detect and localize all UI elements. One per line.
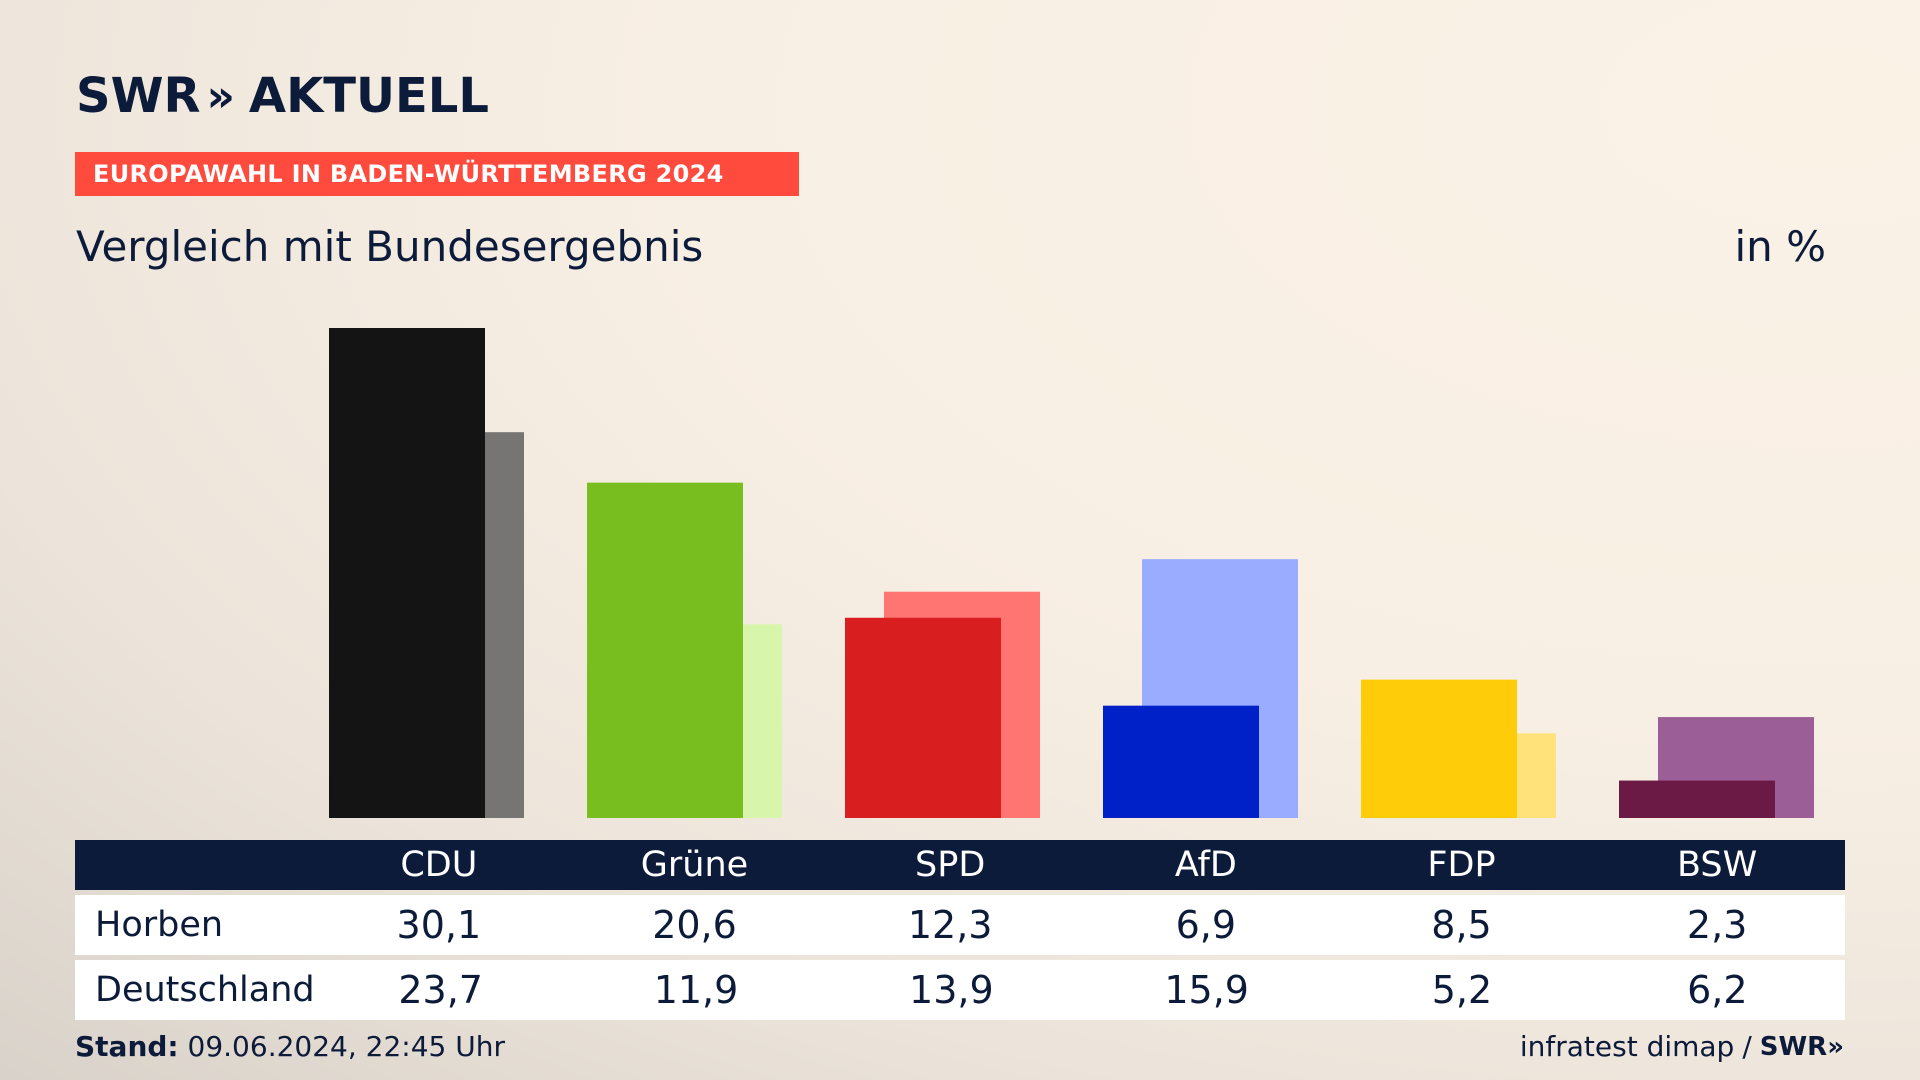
bar-horben-afd xyxy=(1103,705,1259,818)
table-cell: 6,9 xyxy=(1175,903,1237,947)
header-cdu: CDU xyxy=(400,845,478,885)
logo-aktuell: AKTUELL xyxy=(248,68,489,124)
table-cell: 15,9 xyxy=(1164,968,1249,1012)
table-cell: 5,2 xyxy=(1431,968,1493,1012)
table-cell: 11,9 xyxy=(653,968,739,1012)
table-header: CDU Grüne SPD AfD FDP BSW xyxy=(75,840,1845,890)
table-cell: 30,1 xyxy=(396,903,482,947)
table-cell: 20,6 xyxy=(652,903,737,947)
results-table: CDU Grüne SPD AfD FDP BSW Horben 30,1 20… xyxy=(75,840,1845,1020)
unit-label: in % xyxy=(1734,222,1826,271)
bar-horben-spd xyxy=(845,617,1001,818)
table-cell: 13,9 xyxy=(909,968,994,1012)
bar-horben-bsw xyxy=(1619,780,1775,818)
header-fdp: FDP xyxy=(1427,845,1496,885)
table-cell: 12,3 xyxy=(907,903,993,947)
source-brand-text: SWR xyxy=(1759,1031,1828,1062)
bar-chart xyxy=(329,328,1814,818)
stand-value: 09.06.2024, 22:45 Uhr xyxy=(187,1030,505,1063)
table-cell: 8,5 xyxy=(1431,903,1492,947)
header-bsw: BSW xyxy=(1677,845,1758,885)
source-separator: / xyxy=(1742,1030,1752,1063)
bar-horben-cdu xyxy=(329,328,485,818)
timestamp: Stand: 09.06.2024, 22:45 Uhr xyxy=(75,1030,505,1063)
logo-swr: SWR xyxy=(76,68,201,124)
chart-title: Vergleich mit Bundesergebnis xyxy=(76,222,704,271)
table-row-horben: Horben 30,1 20,6 12,3 6,9 8,5 2,3 xyxy=(75,895,1845,955)
swr-aktuell-logo: SWR» AKTUELL xyxy=(76,68,489,124)
table-row-deutschland: Deutschland 23,7 11,9 13,9 15,9 5,2 6,2 xyxy=(75,960,1845,1020)
source-brand: SWR» xyxy=(1760,1032,1844,1062)
header-afd: AfD xyxy=(1174,845,1237,885)
row-label: Horben xyxy=(95,905,224,945)
bar-horben-fdp xyxy=(1361,679,1517,818)
table-cell: 2,3 xyxy=(1686,903,1748,947)
election-kicker: EUROPAWAHL IN BADEN-WÜRTTEMBERG 2024 xyxy=(75,152,799,196)
bar-horben-grüne xyxy=(587,482,743,818)
row-label: Deutschland xyxy=(95,970,315,1010)
header-spd: SPD xyxy=(915,845,986,885)
table-cell: 23,7 xyxy=(398,968,483,1012)
source-brand-chevrons-icon: » xyxy=(1827,1031,1844,1062)
header-gruene: Grüne xyxy=(640,845,749,885)
stand-label: Stand: xyxy=(75,1030,179,1063)
source-credit: infratest dimap / SWR» xyxy=(1520,1030,1844,1063)
table-cell: 6,2 xyxy=(1687,968,1748,1012)
source-name: infratest dimap xyxy=(1519,1030,1735,1063)
